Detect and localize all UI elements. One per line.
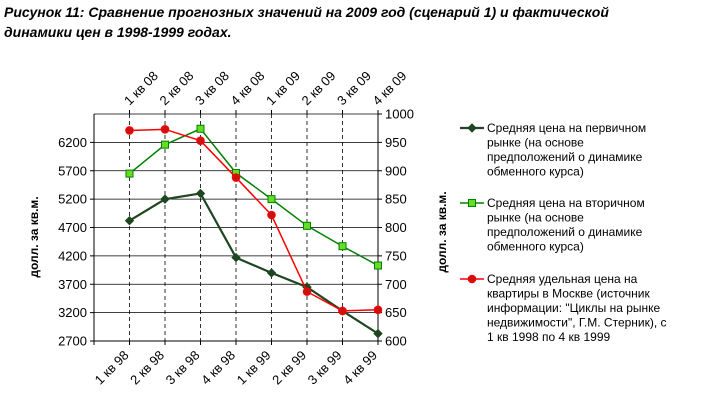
x-tick-label-bottom: 4 кв 99 [340,348,380,388]
legend-label-line: рынке (на основе [487,136,584,150]
figure-title-line-2: динамики цен в 1998-1999 годах. [4,24,232,40]
y-tick-label-right: 850 [385,192,407,207]
legend-label-line: информации: "Циклы на рынке [487,301,661,315]
y-tick-label-left: 5200 [58,192,87,207]
y-tick-label-right: 1000 [385,107,414,122]
grid [94,113,378,342]
y-tick-label-right: 800 [385,220,407,235]
series-primary-market-point [124,215,135,226]
series-primary-market [124,188,383,339]
y-tick-label-right: 950 [385,135,407,150]
y-tick-label-left: 2700 [58,334,87,349]
y-tick-label-left: 5700 [58,163,87,178]
y-tick-label-right: 700 [385,277,407,292]
legend-label-line: Средняя удельная цена на [487,272,638,286]
series-primary-market-point [160,194,170,204]
x-tick-label-top: 3 кв 08 [192,68,232,108]
series-secondary-market-point [338,242,347,251]
series-layer [124,124,383,339]
legend-label-line: обменного курса) [487,165,584,179]
legend-label-line: 1 кв 1998 по 4 кв 1999 [487,330,610,344]
series-moscow-actual-line [129,128,379,312]
y-tick-label-right: 600 [385,334,407,349]
legend-label-line: предположений о динамике [487,225,643,239]
series-secondary-market-point [303,221,311,230]
legend-label-line: квартиры в Москве (источник [487,287,650,301]
y-tick-label-right: 650 [385,305,407,320]
series-primary-market-point [373,328,383,339]
series-moscow-actual-point [373,305,383,315]
y-tick-label-right: 750 [385,248,407,263]
x-tick-label-top: 2 кв 08 [157,68,197,108]
series-primary-market-point [266,268,277,278]
series-secondary-market-point [161,140,169,149]
series-secondary-market-point [196,124,205,133]
legend-label-line: Средняя цена на вторичном [487,196,645,210]
legend-label-line: недвижимости", Г.М. Стерник), с [487,316,667,330]
x-tick-label-bottom: 4 кв 98 [198,348,238,388]
x-tick-label-top: 3 кв 09 [334,68,374,108]
series-primary-market-point [231,252,241,263]
legend-label-line: рынке (на основе [487,211,584,225]
series-moscow-actual-point [302,287,312,296]
x-tick-label-top: 1 кв 08 [121,68,161,108]
x-tick-label-top: 2 кв 09 [299,68,339,108]
series-secondary-market [125,124,382,270]
legend-label-line: предположений о динамике [487,150,643,164]
y-tick-label-left: 4200 [58,248,87,263]
series-moscow-actual-point [338,306,347,316]
series-moscow-actual-point [196,136,205,145]
y-tick-label-left: 4700 [58,220,87,235]
figure-title-line-1: Рисунок 11: Сравнение прогнозных значени… [4,4,609,20]
y-tick-label-left: 3700 [58,277,87,292]
series-moscow-actual-point [160,125,170,134]
x-tick-label-top: 4 кв 08 [228,68,268,108]
y-axis-title-right: долл. за кв.м. [435,191,449,272]
x-tick-label-top: 4 кв 09 [370,68,410,108]
y-tick-label-right: 900 [385,163,407,178]
x-tick-label-top: 1 кв 09 [263,68,303,108]
legend-marker [468,199,476,207]
legend-label-line: обменного курса) [487,240,584,254]
series-moscow-actual [125,125,383,316]
x-tick-label-bottom: 1 кв 99 [234,348,274,388]
series-secondary-market-point [374,261,382,270]
series-secondary-market-point [125,169,134,178]
figure-title: Рисунок 11: Сравнение прогнозных значени… [4,2,704,42]
x-tick-label-bottom: 1 кв 98 [92,348,132,388]
x-tick-label-bottom: 3 кв 98 [163,348,203,388]
series-moscow-actual-point [267,210,276,220]
y-axis-title-left: долл. за кв.м. [27,196,41,277]
x-tick-label-bottom: 2 кв 99 [269,348,309,388]
y-tick-label-left: 3200 [58,305,87,320]
legend-marker [467,274,477,284]
y-tick-label-left: 6200 [58,135,87,150]
legend-label-line: Средняя цена на первичном [487,121,646,135]
axes [90,110,382,345]
series-secondary-market-line [129,127,379,267]
series-primary-market-point [195,188,206,199]
series-moscow-actual-point [125,126,134,135]
x-tick-label-bottom: 3 кв 99 [305,348,345,388]
series-moscow-actual-point [231,173,241,182]
legend-marker [467,123,477,133]
series-secondary-market-point [267,195,276,204]
x-tick-label-bottom: 2 кв 98 [127,348,167,388]
